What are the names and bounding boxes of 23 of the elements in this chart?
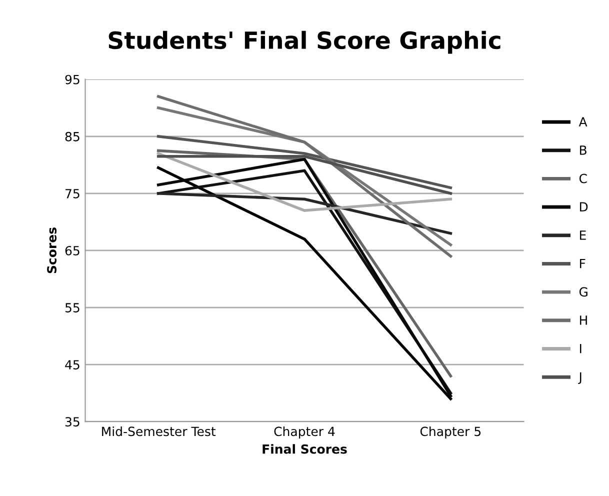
legend-label: H	[580, 316, 587, 325]
legend-label: I	[580, 344, 582, 354]
x-tick-label: Mid-Semester Test	[102, 426, 216, 436]
x-axis-title: Final Scores	[262, 444, 347, 454]
legend-label: D	[580, 202, 588, 212]
legend-label: J	[578, 372, 582, 384]
y-tick-label: 95	[65, 74, 80, 84]
legend-label: G	[579, 287, 588, 297]
legend-label: F	[580, 258, 586, 268]
x-tick-label: Chapter 5	[420, 426, 481, 439]
chart-title: Students' Final Score Graphic	[108, 30, 500, 54]
legend-label: C	[579, 174, 587, 184]
y-tick-label: 45	[65, 360, 80, 370]
x-tick-label: Chapter 4	[274, 426, 335, 439]
y-tick-label: 85	[65, 132, 80, 142]
legend-label: E	[580, 230, 586, 240]
y-axis-title: Scores	[47, 228, 57, 274]
y-tick-label: 35	[65, 417, 80, 427]
legend-label: A	[578, 117, 588, 126]
legend-label: B	[580, 146, 586, 155]
y-tick-label: 75	[66, 189, 80, 198]
y-tick-label: 55	[65, 303, 80, 312]
y-tick-label: 65	[65, 246, 80, 256]
